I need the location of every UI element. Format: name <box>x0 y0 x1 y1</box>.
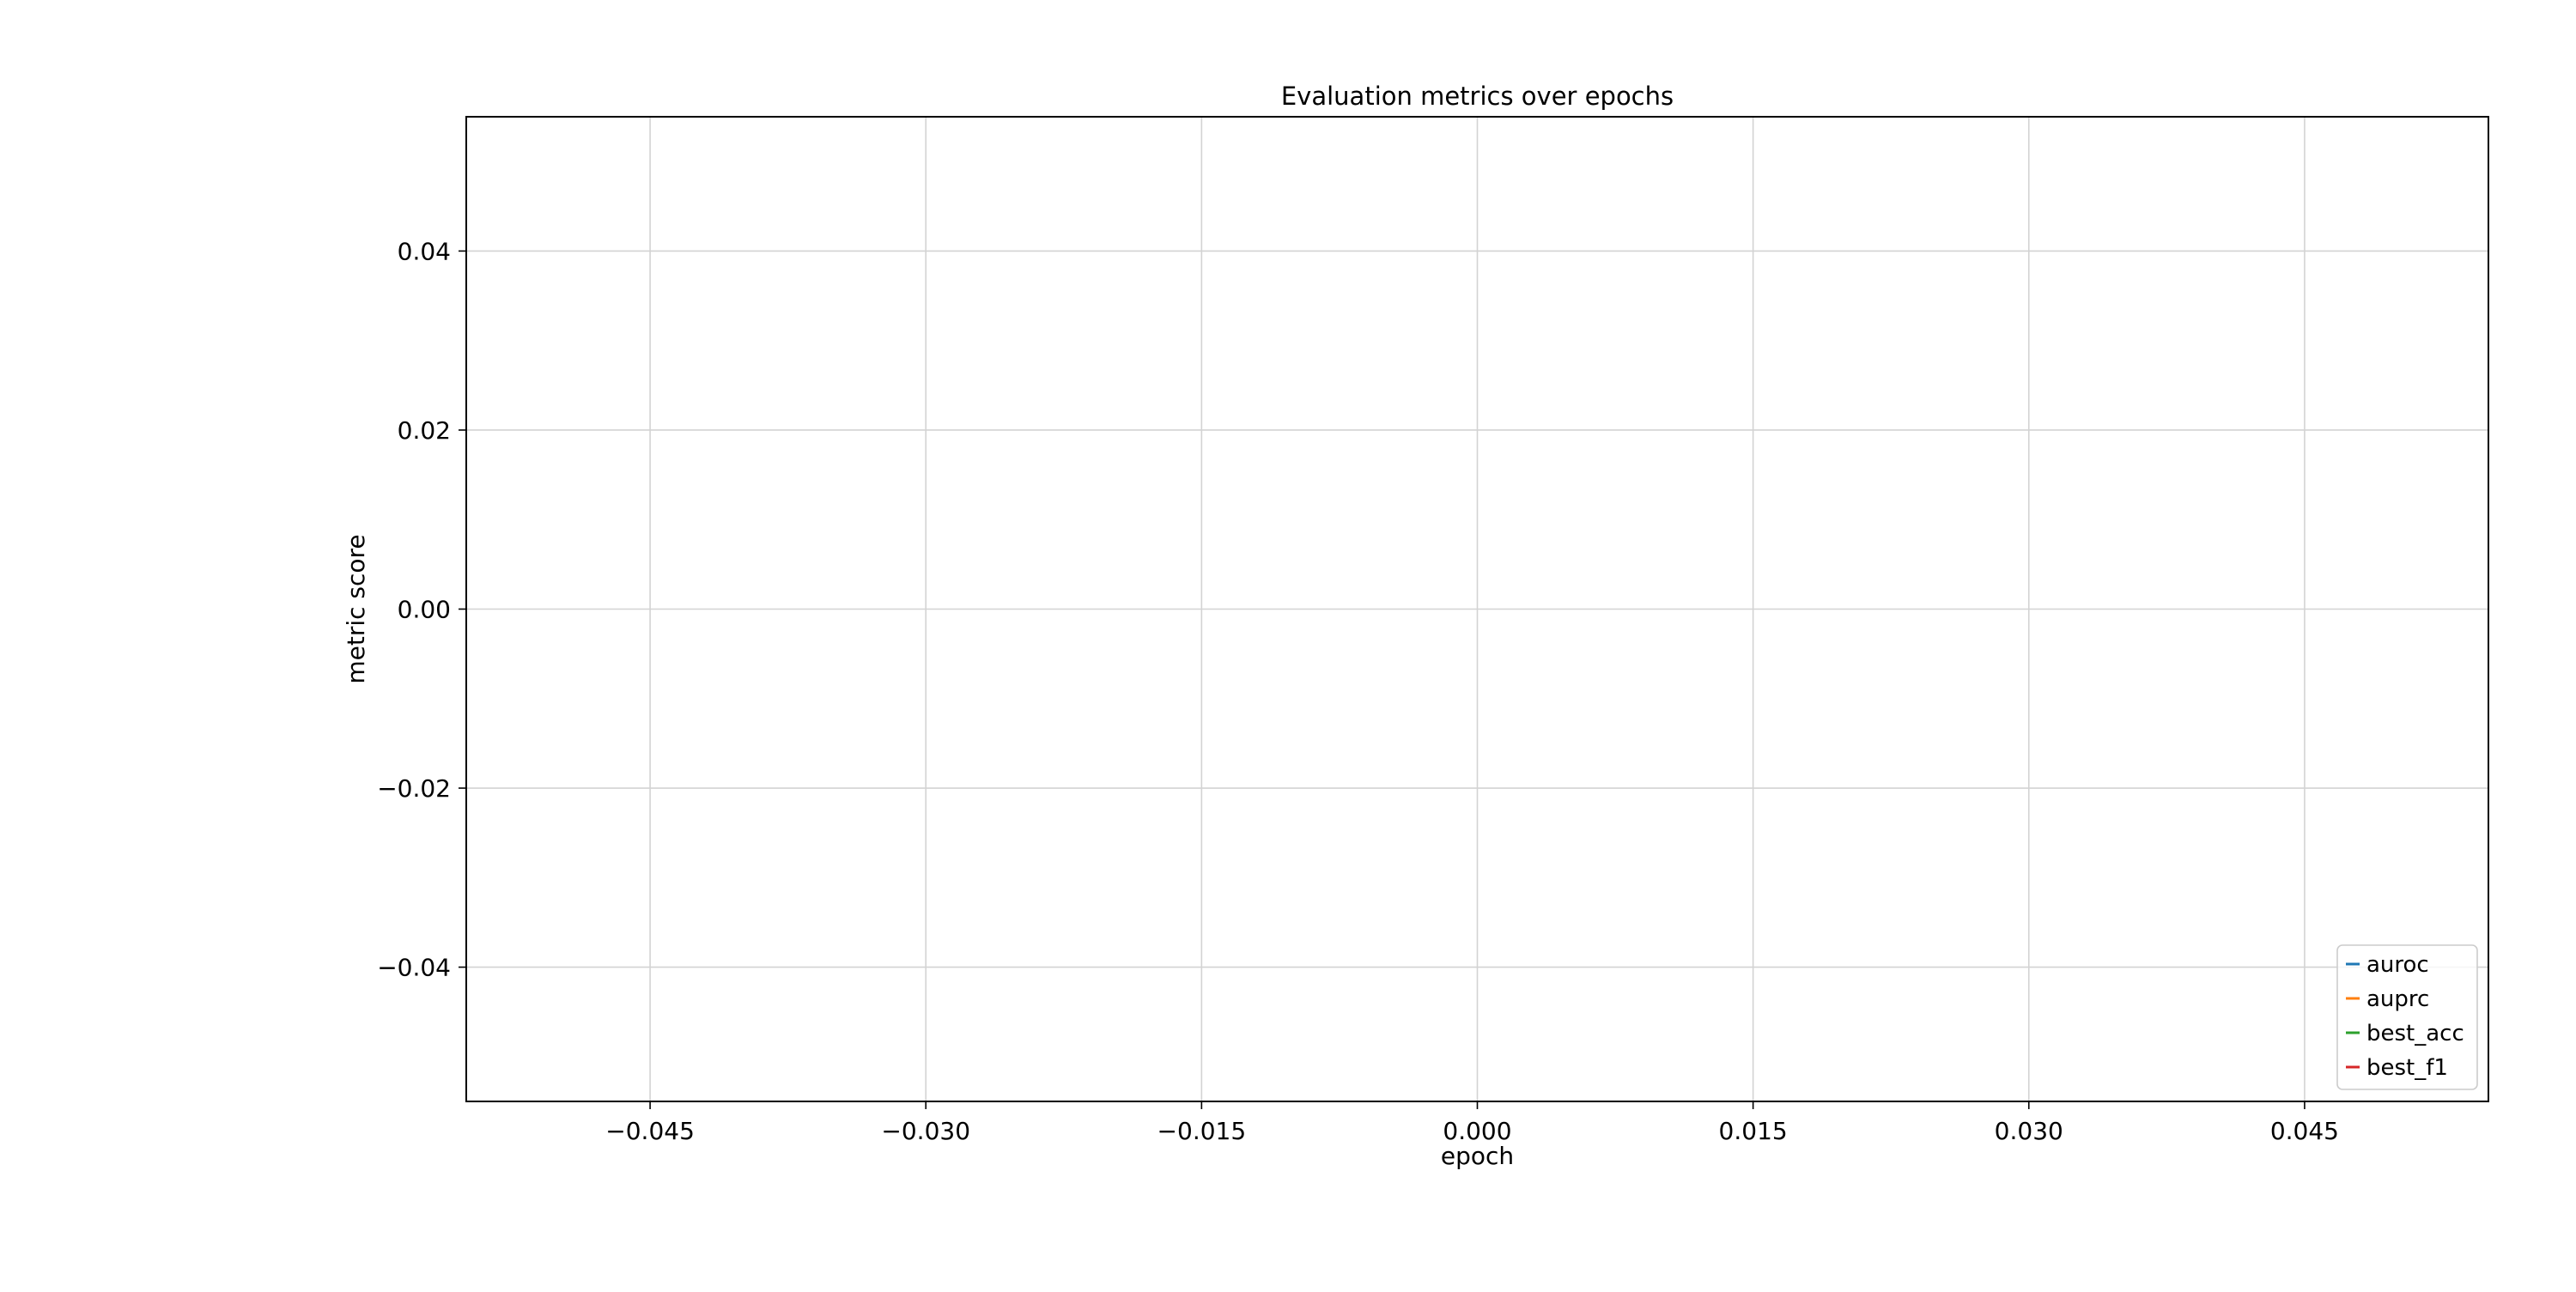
chart-title: Evaluation metrics over epochs <box>1281 82 1674 111</box>
x-tick-label: 0.030 <box>1995 1117 2063 1145</box>
legend-box <box>2336 944 2478 1090</box>
x-tick-label: 0.045 <box>2270 1117 2339 1145</box>
y-axis-title: metric score <box>342 534 370 683</box>
x-tick-label: −0.045 <box>605 1117 695 1145</box>
x-tick-label: −0.030 <box>881 1117 970 1145</box>
x-tick-label: 0.015 <box>1719 1117 1788 1145</box>
legend-label-auroc: auroc <box>2366 952 2429 978</box>
x-tick-label: −0.015 <box>1157 1117 1247 1145</box>
y-tick-label: −0.04 <box>377 954 451 982</box>
y-tick-label: 0.04 <box>398 237 451 265</box>
legend-label-auprc: auprc <box>2366 986 2429 1012</box>
x-axis-title: epoch <box>1441 1142 1514 1170</box>
y-tick-label: 0.02 <box>398 416 451 445</box>
x-axis-ticks: −0.045 −0.030 −0.015 0.000 0.015 0.030 0.045 <box>605 1101 2339 1145</box>
y-tick-label: 0.00 <box>398 596 451 624</box>
y-tick-label: −0.02 <box>377 774 451 803</box>
legend-label-best_f1: best_f1 <box>2366 1055 2448 1081</box>
legend: auroc auprc best_acc best_f1 <box>2336 944 2478 1090</box>
y-axis-ticks: 0.04 0.02 0.00 −0.02 −0.04 <box>377 237 466 982</box>
x-tick-label: 0.000 <box>1443 1117 1511 1145</box>
legend-label-best_acc: best_acc <box>2366 1021 2464 1046</box>
grid-lines <box>466 117 2488 1101</box>
